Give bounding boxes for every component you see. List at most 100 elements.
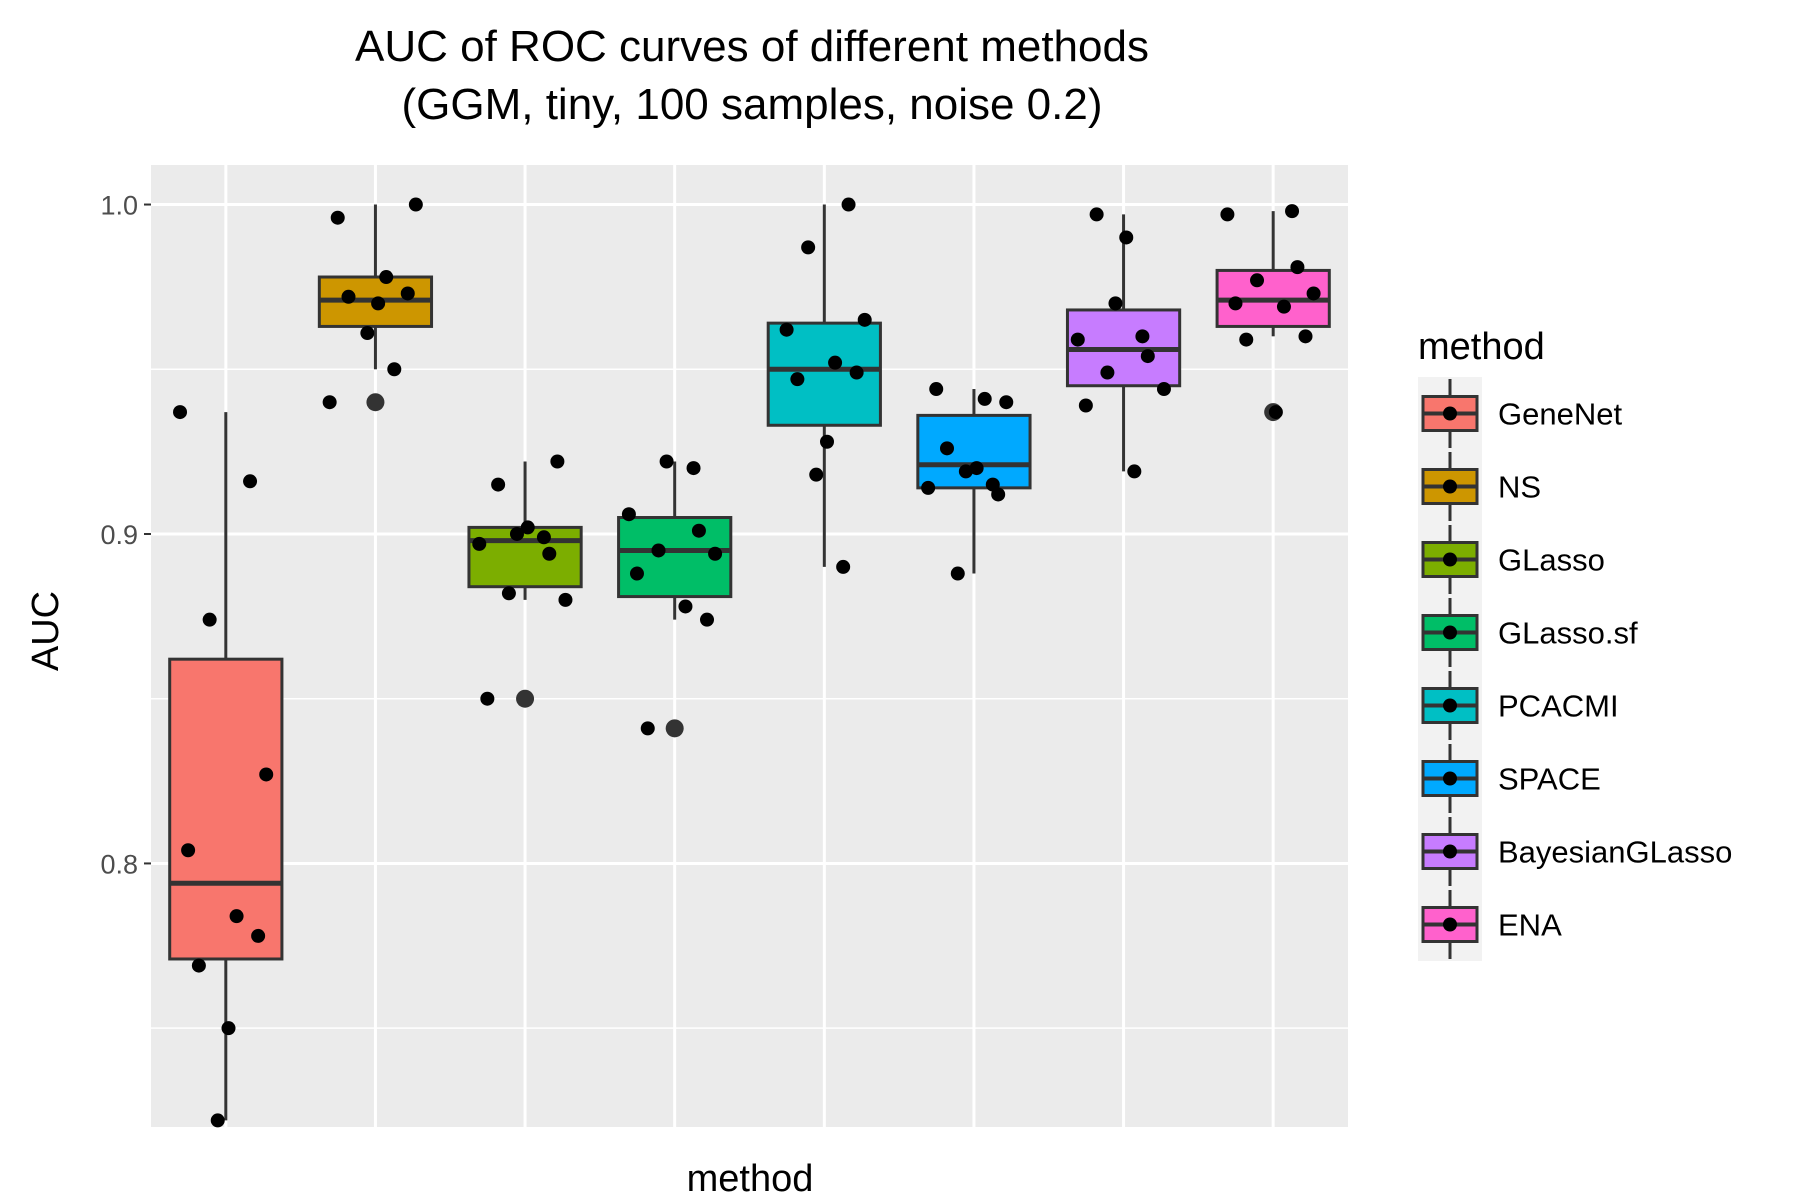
legend-key-point xyxy=(1443,917,1457,932)
data-point-SPACE xyxy=(929,382,944,397)
data-point-BayesianGLasso xyxy=(1140,349,1155,364)
data-point-GLasso.sf xyxy=(651,543,666,558)
legend-label: GLasso.sf xyxy=(1498,616,1638,651)
legend-item-GLasso.sf: GLasso.sf xyxy=(1421,598,1638,667)
legend-key-point xyxy=(1443,406,1457,421)
data-point-NS xyxy=(322,395,337,410)
data-point-PCACMI xyxy=(836,559,851,574)
data-point-PCACMI xyxy=(779,322,794,337)
data-point-GLasso xyxy=(550,454,565,469)
data-point-GLasso xyxy=(480,691,495,706)
data-point-GLasso.sf xyxy=(678,599,693,614)
data-point-PCACMI xyxy=(849,365,864,380)
y-tick-label: 0.9 xyxy=(100,520,138,550)
data-point-ENA xyxy=(1268,405,1283,420)
data-point-GLasso.sf xyxy=(686,461,701,476)
data-point-PCACMI xyxy=(790,372,805,387)
box-iqr xyxy=(766,321,882,427)
data-points xyxy=(173,197,1321,1128)
data-point-NS xyxy=(360,326,375,341)
data-point-NS xyxy=(408,197,423,212)
data-point-BayesianGLasso xyxy=(1135,329,1150,344)
data-point-BayesianGLasso xyxy=(1078,398,1093,413)
y-axis: 0.8 0.9 1.0 xyxy=(100,191,151,879)
data-point-GeneNet xyxy=(259,767,274,782)
outlier-point xyxy=(366,393,385,412)
legend-key-point xyxy=(1443,771,1457,786)
data-point-GLasso xyxy=(509,526,524,541)
data-point-GeneNet xyxy=(210,1113,225,1128)
legend-item-ENA: ENA xyxy=(1421,890,1562,959)
data-point-NS xyxy=(379,270,394,285)
legend-label: ENA xyxy=(1498,908,1562,943)
data-point-SPACE xyxy=(999,395,1014,410)
data-point-BayesianGLasso xyxy=(1100,365,1115,380)
data-point-PCACMI xyxy=(820,434,835,449)
data-point-GLasso.sf xyxy=(621,507,636,522)
legend-key-point xyxy=(1443,625,1457,640)
data-point-BayesianGLasso xyxy=(1119,230,1134,245)
box-GeneNet xyxy=(168,412,284,1121)
data-point-GLasso.sf xyxy=(629,566,644,581)
box-iqr xyxy=(168,657,284,961)
data-point-SPACE xyxy=(958,464,973,479)
data-point-SPACE xyxy=(991,487,1006,502)
legend-label: PCACMI xyxy=(1498,689,1619,724)
legend-key-point xyxy=(1443,552,1457,567)
data-point-PCACMI xyxy=(841,197,856,212)
data-point-SPACE xyxy=(969,461,984,476)
data-point-SPACE xyxy=(940,441,955,456)
data-point-NS xyxy=(387,362,402,377)
data-point-GLasso xyxy=(472,536,487,551)
legend-item-NS: NS xyxy=(1421,452,1541,521)
data-point-ENA xyxy=(1228,296,1243,311)
data-point-GLasso.sf xyxy=(708,546,723,561)
outlier-point xyxy=(665,719,684,738)
legend-item-GLasso: GLasso xyxy=(1421,525,1605,594)
data-point-GLasso.sf xyxy=(691,523,706,538)
data-point-NS xyxy=(371,296,386,311)
legend: method GeneNet NS GLasso GLasso.sf PCACMI SPA… xyxy=(1418,326,1732,961)
data-point-ENA xyxy=(1276,299,1291,314)
x-axis-label: method xyxy=(687,1158,814,1200)
data-point-GLasso xyxy=(520,520,535,535)
chart-subtitle: (GGM, tiny, 100 samples, noise 0.2) xyxy=(401,80,1102,129)
data-point-SPACE xyxy=(977,391,992,406)
legend-label: GeneNet xyxy=(1498,397,1622,432)
data-point-BayesianGLasso xyxy=(1070,332,1085,347)
data-point-GeneNet xyxy=(221,1021,236,1036)
chart-title: AUC of ROC curves of different methods xyxy=(355,22,1149,71)
legend-item-PCACMI: PCACMI xyxy=(1421,671,1619,740)
box-iqr xyxy=(916,413,1032,490)
data-point-BayesianGLasso xyxy=(1156,382,1171,397)
legend-item-BayesianGLasso: BayesianGLasso xyxy=(1421,817,1732,886)
legend-item-SPACE: SPACE xyxy=(1421,744,1601,813)
legend-title: method xyxy=(1418,326,1545,368)
legend-label: SPACE xyxy=(1498,762,1601,797)
data-point-SPACE xyxy=(921,480,936,495)
data-point-GeneNet xyxy=(229,909,244,924)
data-point-GLasso xyxy=(501,586,516,601)
box-iqr xyxy=(467,525,583,589)
legend-key-point xyxy=(1443,479,1457,494)
legend-key-point xyxy=(1443,698,1457,713)
data-point-GLasso xyxy=(542,546,557,561)
data-point-GLasso.sf xyxy=(659,454,674,469)
data-point-NS xyxy=(400,286,415,301)
data-point-PCACMI xyxy=(857,312,872,327)
data-point-BayesianGLasso xyxy=(1127,464,1142,479)
box-SPACE xyxy=(916,389,1032,574)
data-point-GLasso.sf xyxy=(700,612,715,627)
data-point-ENA xyxy=(1298,329,1313,344)
legend-item-GeneNet: GeneNet xyxy=(1421,379,1622,448)
y-axis-label: AUC xyxy=(25,591,67,671)
data-point-GeneNet xyxy=(251,928,266,943)
y-tick-label: 0.8 xyxy=(100,849,138,879)
legend-label: BayesianGLasso xyxy=(1498,835,1732,870)
y-tick-label: 1.0 xyxy=(100,191,138,221)
data-point-BayesianGLasso xyxy=(1108,296,1123,311)
box-NS xyxy=(317,204,434,412)
data-point-ENA xyxy=(1306,286,1321,301)
data-point-PCACMI xyxy=(828,355,843,370)
